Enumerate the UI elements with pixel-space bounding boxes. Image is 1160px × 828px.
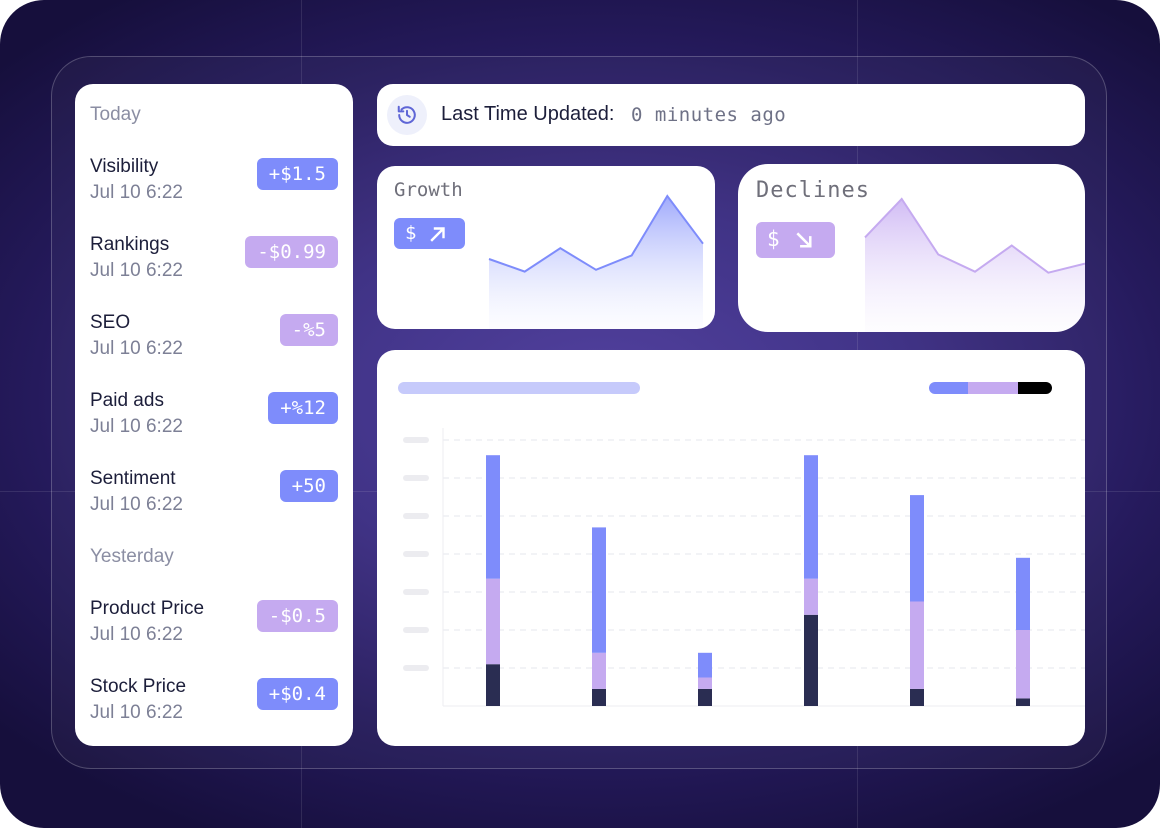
activity-list: Today Visibility Jul 10 6:22 +$1.5 Ranki…: [75, 84, 353, 746]
item-time: Jul 10 6:22: [90, 624, 183, 645]
history-icon[interactable]: [387, 95, 427, 135]
declines-line: [864, 197, 1085, 274]
last-updated-bar: Last Time Updated: 0 minutes ago: [377, 84, 1085, 146]
change-badge: +$1.5: [256, 158, 338, 190]
bar-segment-4-1[interactable]: [804, 614, 818, 706]
bar-segment-3-3[interactable]: [698, 652, 712, 678]
growth-card[interactable]: Growth $: [377, 166, 715, 329]
change-badge: -$0.5: [256, 600, 338, 632]
y-tick-placeholder: [403, 475, 429, 481]
item-title: Visibility: [90, 156, 159, 177]
bar-segment-3-2[interactable]: [698, 677, 712, 689]
bar-chart-plot: [403, 428, 1085, 707]
change-badge: -$0.99: [245, 236, 338, 268]
legend-swatch: [929, 382, 968, 394]
item-time: Jul 10 6:22: [90, 494, 183, 515]
last-updated-label: Last Time Updated:: [441, 103, 615, 125]
bar-segment-2-1[interactable]: [592, 688, 606, 706]
item-time: Jul 10 6:22: [90, 702, 183, 723]
y-tick-placeholder: [403, 589, 429, 595]
bar-segment-4-2[interactable]: [804, 578, 818, 615]
dollar-symbol: $: [405, 222, 417, 244]
bar-segment-3-1[interactable]: [698, 688, 712, 706]
dollar-symbol: $: [767, 227, 780, 251]
y-tick-placeholder: [403, 437, 429, 443]
item-title: Sentiment: [90, 468, 176, 489]
item-title: Paid ads: [90, 390, 164, 411]
bar-segment-2-2[interactable]: [592, 652, 606, 689]
bar-segment-6-1[interactable]: [1016, 698, 1030, 706]
legend-swatch: [968, 382, 1018, 394]
section-label-today: Today: [90, 104, 141, 125]
chart-legend: [929, 382, 1052, 394]
bar-segment-5-1[interactable]: [910, 688, 924, 706]
bar-segment-1-3[interactable]: [486, 455, 500, 579]
growth-pill: $: [394, 218, 465, 249]
item-time: Jul 10 6:22: [90, 260, 183, 281]
list-item-paid-ads[interactable]: Paid ads Jul 10 6:22 +%12: [90, 390, 338, 446]
declines-title: Declines: [756, 178, 870, 203]
y-tick-placeholder: [403, 665, 429, 671]
bar-segment-2-3[interactable]: [592, 527, 606, 653]
y-tick-placeholder: [403, 551, 429, 557]
arrow-down-right-icon: [796, 232, 812, 248]
stacked-bar-chart: [377, 350, 1085, 746]
arrow-up-right-icon: [430, 227, 445, 242]
change-badge: -%5: [279, 314, 338, 346]
bar-segment-5-3[interactable]: [910, 495, 924, 602]
y-tick-placeholder: [403, 513, 429, 519]
y-tick-placeholder: [403, 627, 429, 633]
bar-segment-1-2[interactable]: [486, 578, 500, 665]
bar-segment-6-3[interactable]: [1016, 557, 1030, 630]
chart-title-placeholder: [398, 382, 640, 394]
growth-line: [488, 194, 704, 273]
bar-segment-1-1[interactable]: [486, 664, 500, 706]
list-item-seo[interactable]: SEO Jul 10 6:22 -%5: [90, 312, 338, 368]
bar-segment-5-2[interactable]: [910, 601, 924, 689]
list-item-product-price[interactable]: Product Price Jul 10 6:22 -$0.5: [90, 598, 338, 654]
dashboard-container: [51, 56, 1107, 769]
item-time: Jul 10 6:22: [90, 182, 183, 203]
list-item-stock-price[interactable]: Stock Price Jul 10 6:22 +$0.4: [90, 676, 338, 732]
declines-pill: $: [756, 222, 835, 258]
declines-card[interactable]: Declines $: [738, 164, 1085, 332]
change-badge: +50: [279, 470, 338, 502]
item-title: Stock Price: [90, 676, 187, 697]
item-time: Jul 10 6:22: [90, 338, 183, 359]
item-time: Jul 10 6:22: [90, 416, 183, 437]
growth-title: Growth: [394, 179, 463, 201]
section-label-yesterday: Yesterday: [90, 546, 174, 567]
growth-area: [489, 196, 703, 329]
bar-segment-4-3[interactable]: [804, 455, 818, 579]
declines-sparkline: [864, 197, 1085, 332]
last-updated-value: 0 minutes ago: [631, 104, 787, 126]
change-badge: +$0.4: [256, 678, 338, 710]
legend-swatch: [1018, 382, 1052, 394]
bar-segment-6-2[interactable]: [1016, 630, 1030, 699]
declines-area: [865, 199, 1085, 332]
item-title: Rankings: [90, 234, 170, 255]
item-title: SEO: [90, 312, 131, 333]
list-item-rankings[interactable]: Rankings Jul 10 6:22 -$0.99: [90, 234, 338, 290]
growth-sparkline: [488, 194, 704, 329]
item-title: Product Price: [90, 598, 205, 619]
list-item-sentiment[interactable]: Sentiment Jul 10 6:22 +50: [90, 468, 338, 524]
change-badge: +%12: [268, 392, 338, 424]
list-item-visibility[interactable]: Visibility Jul 10 6:22 +$1.5: [90, 156, 338, 212]
